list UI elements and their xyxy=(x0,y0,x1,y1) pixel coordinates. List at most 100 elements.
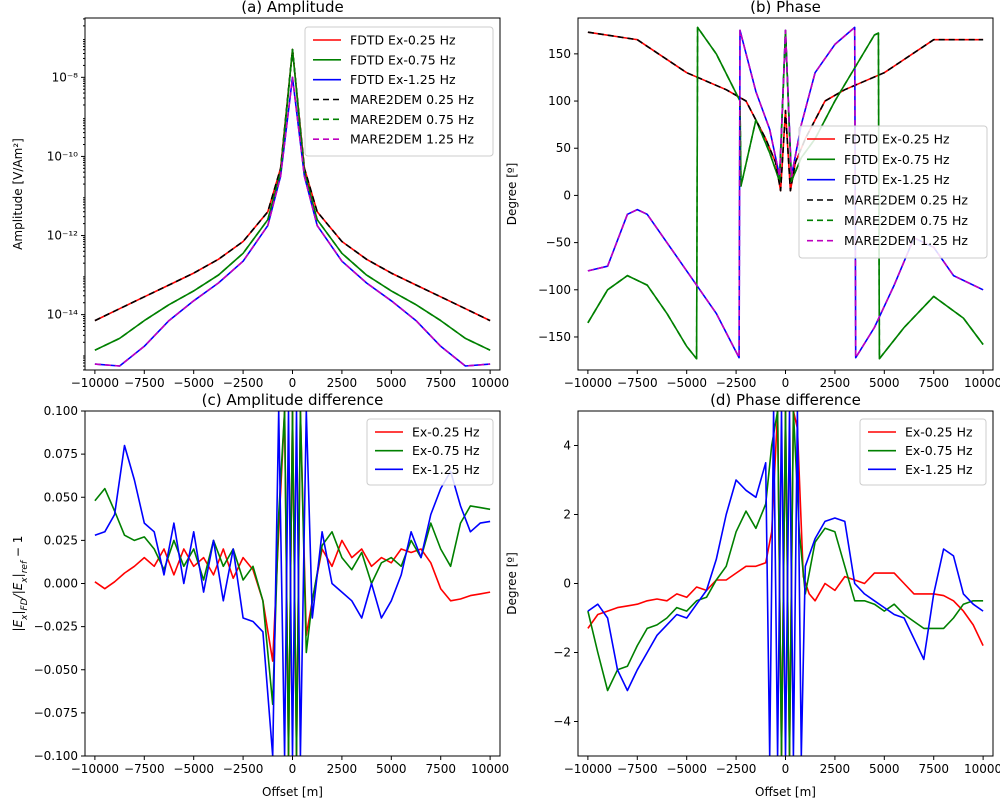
x-tick-label: 10000 xyxy=(964,762,1000,776)
x-tick-label: 2500 xyxy=(820,376,851,390)
x-tick-label: −2500 xyxy=(716,376,757,390)
series-line-3 xyxy=(94,411,491,756)
x-tick-label: 10000 xyxy=(471,376,509,390)
y-axis-label: Degree [º] xyxy=(505,552,519,615)
legend-label: Ex-0.25 Hz xyxy=(412,425,480,440)
x-tick-label: −10000 xyxy=(564,762,612,776)
y-tick-label: 10⁻⁸ xyxy=(52,70,79,84)
x-tick-label: −7500 xyxy=(617,376,658,390)
legend-label: MARE2DEM 0.25 Hz xyxy=(350,92,474,107)
y-tick-label: 50 xyxy=(556,141,571,155)
series-group xyxy=(94,411,491,756)
x-tick-label: −5000 xyxy=(666,376,707,390)
y-axis-label: Degree [º] xyxy=(505,163,519,226)
y-tick-label: −2 xyxy=(553,646,571,660)
legend: Ex-0.25 Hz Ex-0.75 Hz Ex-1.25 Hz xyxy=(366,418,494,486)
x-tick-label: 2500 xyxy=(327,762,358,776)
x-tick-label: 5000 xyxy=(376,376,407,390)
y-tick-label: −150 xyxy=(538,330,571,344)
y-tick-label: 0.075 xyxy=(44,447,78,461)
legend-label: FDTD Ex-0.75 Hz xyxy=(844,152,950,167)
legend-label: Ex-0.75 Hz xyxy=(905,443,973,458)
panel-phase-difference: −10000 −7500 −5000 −2500 0 2500 5000 7500 10000 −… xyxy=(505,391,1000,799)
legend-label: FDTD Ex-1.25 Hz xyxy=(350,72,456,87)
legend: Ex-0.25 Hz Ex-0.75 Hz Ex-1.25 Hz xyxy=(859,418,987,486)
series-line-5 xyxy=(587,26,984,360)
y-tick-label: 0.050 xyxy=(44,490,78,504)
y-tick-label: 10⁻¹² xyxy=(47,229,78,243)
x-tick-label: 5000 xyxy=(376,762,407,776)
y-tick-label: 0 xyxy=(563,188,571,202)
legend-frame xyxy=(859,418,987,486)
x-tick-label: 0 xyxy=(289,762,297,776)
x-tick-label: 0 xyxy=(782,376,790,390)
chart-title: (a) Amplitude xyxy=(241,0,344,16)
panel-phase: −10000 −7500 −5000 −2500 0 2500 5000 7500 10000 −… xyxy=(505,0,1000,390)
y-tick-label: −0.075 xyxy=(34,706,78,720)
legend: FDTD Ex-0.25 Hz FDTD Ex-0.75 Hz FDTD Ex-1.… xyxy=(798,125,988,259)
legend-label: FDTD Ex-0.25 Hz xyxy=(350,33,456,48)
y-tick-label: 2 xyxy=(563,508,571,522)
x-tick-label: 2500 xyxy=(327,376,358,390)
y-tick-label: −4 xyxy=(553,715,571,729)
y-tick-label: −0.025 xyxy=(34,620,78,634)
y-tick-label: 0.025 xyxy=(44,533,78,547)
x-tick-label: 7500 xyxy=(425,376,456,390)
y-axis-label: Amplitude [V/Am²] xyxy=(11,138,25,250)
panel-amplitude-difference: −10000 −7500 −5000 −2500 0 2500 5000 7500 10000 −… xyxy=(11,391,509,799)
x-tick-label: 7500 xyxy=(425,762,456,776)
x-tick-label: −2500 xyxy=(223,762,264,776)
y-tick-label: 0.000 xyxy=(44,577,78,591)
x-tick-label: 2500 xyxy=(820,762,851,776)
y-tick-label: 0 xyxy=(563,577,571,591)
series-group xyxy=(587,411,984,756)
y-axis-label: |Ex|FD/|Ex|ref − 1 xyxy=(11,536,30,632)
x-tick-label: 7500 xyxy=(918,762,949,776)
x-axis-label: Offset [m] xyxy=(755,785,816,799)
y-tick-label: 150 xyxy=(548,47,571,61)
x-tick-label: 0 xyxy=(782,762,790,776)
x-tick-label: −7500 xyxy=(124,376,165,390)
x-tick-label: −10000 xyxy=(71,376,119,390)
x-tick-label: −2500 xyxy=(716,762,757,776)
x-tick-label: 5000 xyxy=(869,762,900,776)
x-tick-label: 10000 xyxy=(964,376,1000,390)
series-line-5 xyxy=(94,48,491,351)
x-tick-label: 0 xyxy=(289,376,297,390)
y-tick-label: −0.100 xyxy=(34,749,78,763)
x-tick-label: 10000 xyxy=(471,762,509,776)
x-tick-label: −5000 xyxy=(173,762,214,776)
x-tick-label: −10000 xyxy=(564,376,612,390)
series-group xyxy=(587,26,984,360)
legend-frame xyxy=(304,26,494,157)
y-tick-label: 4 xyxy=(563,439,571,453)
x-tick-label: −2500 xyxy=(223,376,264,390)
x-tick-label: −7500 xyxy=(617,762,658,776)
legend-label: FDTD Ex-1.25 Hz xyxy=(844,172,950,187)
x-tick-label: −5000 xyxy=(173,376,214,390)
chart-title: (c) Amplitude difference xyxy=(202,391,384,409)
legend-label: MARE2DEM 1.25 Hz xyxy=(844,233,968,248)
legend-label: MARE2DEM 0.25 Hz xyxy=(844,193,968,208)
legend-label: Ex-0.75 Hz xyxy=(412,443,480,458)
x-tick-label: 5000 xyxy=(869,376,900,390)
y-tick-label: 10⁻¹⁰ xyxy=(47,149,78,163)
series-line-6 xyxy=(587,26,984,359)
x-tick-label: −7500 xyxy=(124,762,165,776)
series-line-4 xyxy=(587,31,984,192)
y-tick-label: −100 xyxy=(538,283,571,297)
legend-label: Ex-0.25 Hz xyxy=(905,425,973,440)
chart-title: (b) Phase xyxy=(750,0,821,16)
y-tick-label: 10⁻¹⁴ xyxy=(47,308,78,322)
series-group xyxy=(94,48,491,367)
x-tick-label: 7500 xyxy=(918,376,949,390)
legend-label: FDTD Ex-0.25 Hz xyxy=(844,132,950,147)
y-tick-label: −50 xyxy=(546,236,571,250)
y-tick-label: 0.100 xyxy=(44,404,78,418)
x-axis-label: Offset [m] xyxy=(262,785,323,799)
series-line-6 xyxy=(94,76,491,367)
legend-label: Ex-1.25 Hz xyxy=(905,462,973,477)
series-line-2 xyxy=(587,411,984,756)
x-tick-label: −5000 xyxy=(666,762,707,776)
